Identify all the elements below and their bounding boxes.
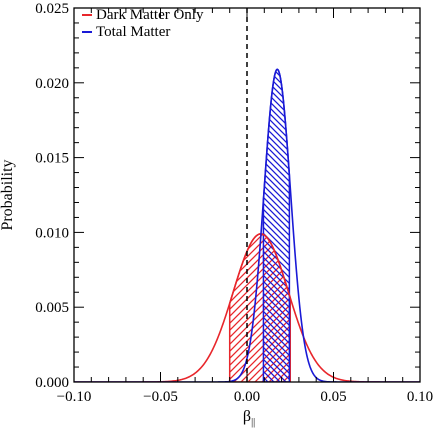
x-tick-label: 0.05 (320, 389, 346, 405)
x-tick-label: 0.10 (407, 389, 433, 405)
plot-area (74, 8, 420, 382)
y-tick-label: 0.000 (35, 375, 69, 391)
y-tick-label: 0.005 (35, 300, 69, 316)
legend-label-total-matter: Total Matter (96, 24, 170, 40)
series-line-total-matter (74, 68, 420, 382)
x-tick-label: −0.10 (57, 389, 92, 405)
x-tick-label: −0.05 (143, 389, 178, 405)
legend-label-dark-matter: Dark Matter Only (96, 7, 204, 23)
y-tick-label: 0.020 (35, 76, 69, 92)
y-tick-label: 0.015 (35, 151, 69, 167)
y-tick-label: 0.025 (35, 1, 69, 17)
x-tick-label: 0.00 (234, 389, 260, 405)
y-tick-label: 0.010 (35, 225, 69, 241)
x-axis-label: β|| (243, 408, 255, 428)
y-axis-label: Probability (0, 159, 16, 230)
